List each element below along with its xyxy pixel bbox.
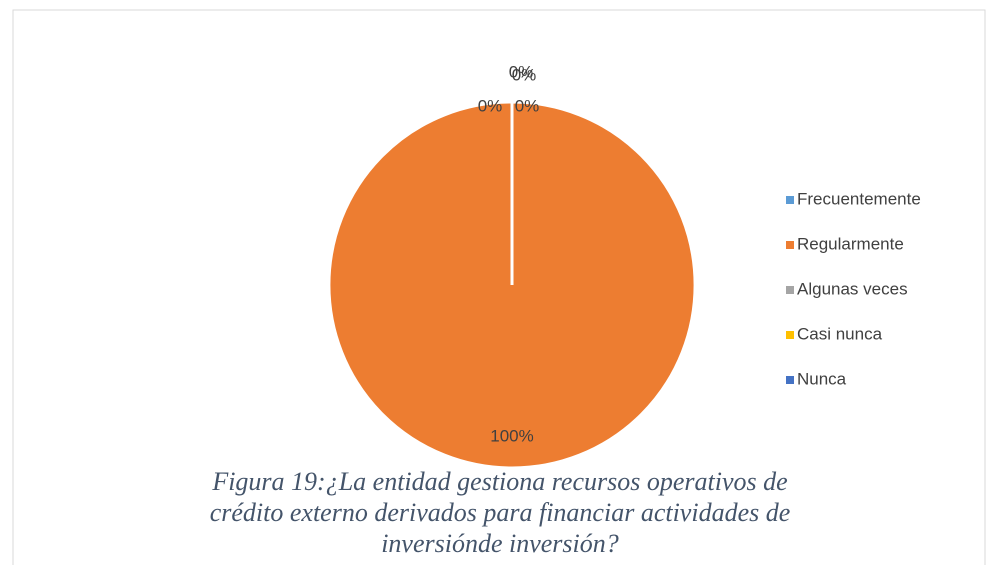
caption: crédito externo derivados para financiar…: [210, 498, 791, 527]
legend-label: Frecuentemente: [797, 189, 921, 208]
caption: Figura 19:¿La entidad gestiona recursos …: [211, 467, 787, 496]
legend-label: Algunas veces: [797, 279, 908, 298]
legend-swatch: [786, 376, 794, 384]
legend-swatch: [786, 241, 794, 249]
data-label: 0%: [509, 62, 534, 81]
legend-label: Regularmente: [797, 234, 904, 253]
data-label: 0%: [515, 96, 540, 115]
legend-swatch: [786, 331, 794, 339]
legend-label: Nunca: [797, 369, 847, 388]
data-label: 0%: [478, 96, 503, 115]
data-label: 100%: [490, 426, 533, 445]
legend-swatch: [786, 196, 794, 204]
data-label: 0%: [512, 65, 537, 84]
legend-label: Casi nunca: [797, 324, 883, 343]
caption: inversiónde inversión?: [381, 529, 619, 558]
legend-swatch: [786, 286, 794, 294]
